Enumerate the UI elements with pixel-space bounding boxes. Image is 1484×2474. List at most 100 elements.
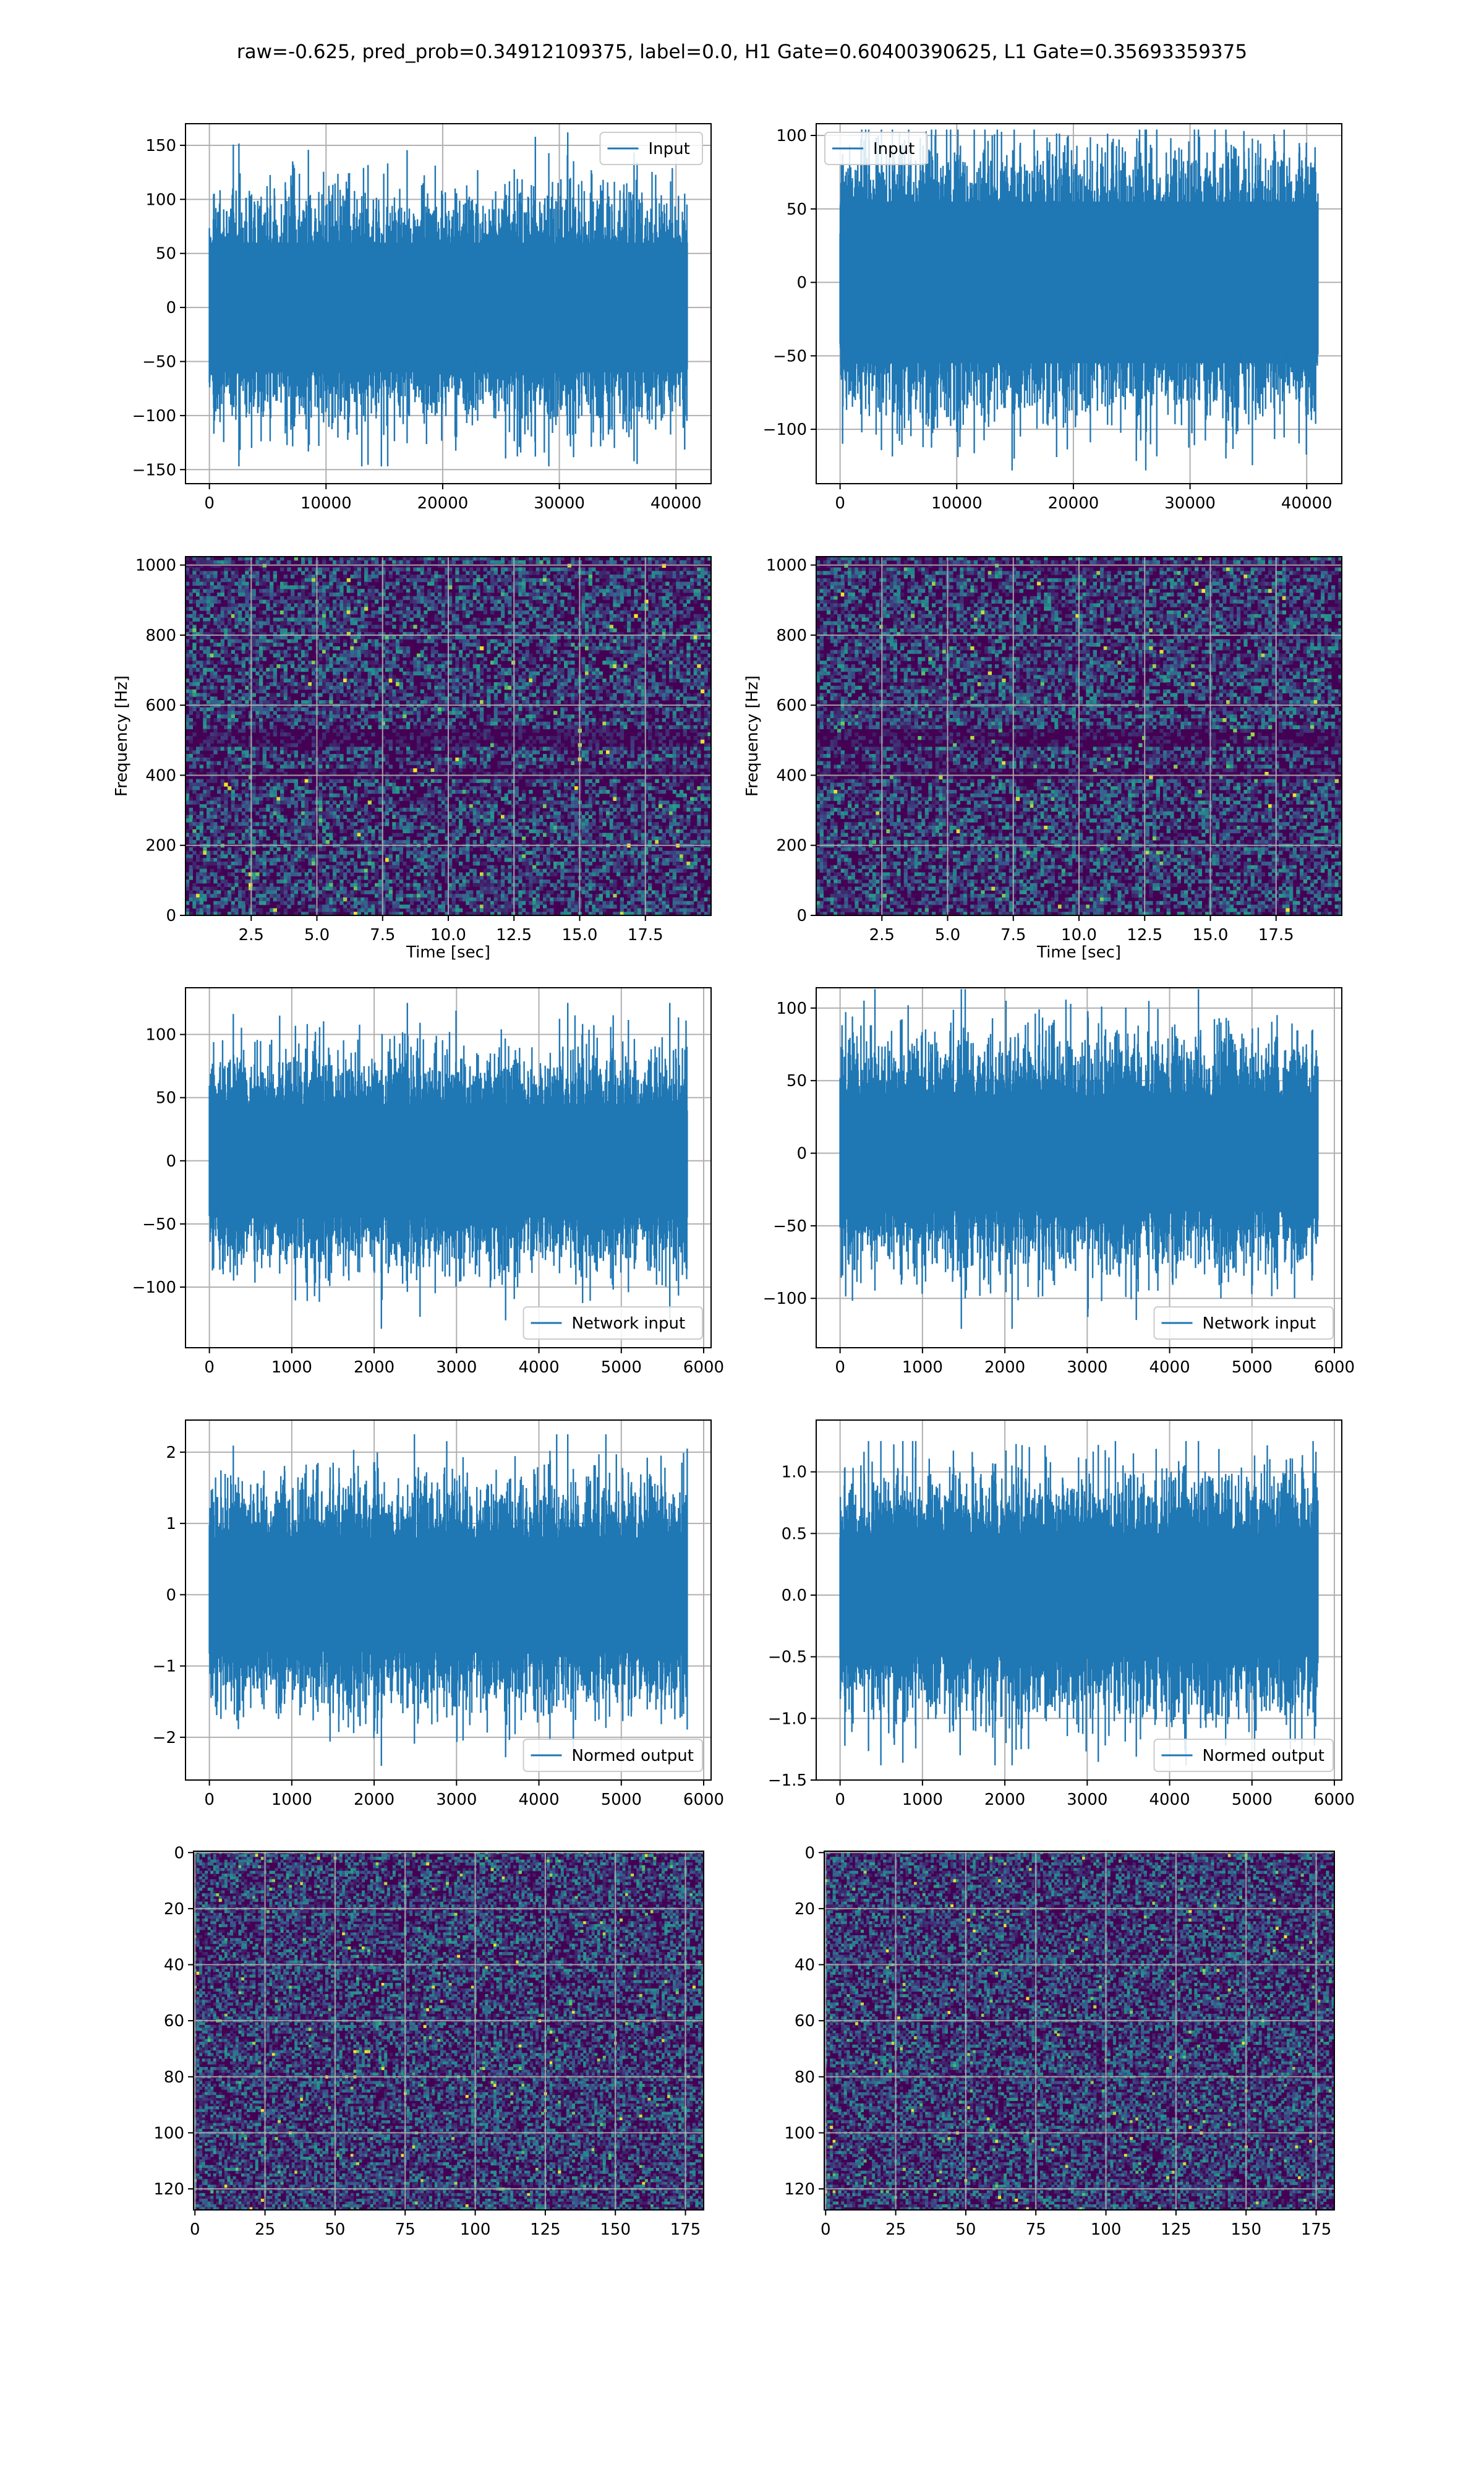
heatmap-cell bbox=[602, 736, 607, 740]
heatmap-cell bbox=[493, 599, 498, 604]
heatmap-cell bbox=[343, 610, 348, 615]
heatmap-cell bbox=[606, 689, 610, 693]
heatmap-cell bbox=[266, 617, 270, 622]
heatmap-cell bbox=[318, 664, 323, 669]
heatmap-cell bbox=[228, 732, 232, 737]
heatmap-cell bbox=[620, 593, 624, 597]
heatmap-cell bbox=[186, 693, 190, 697]
heatmap-cell bbox=[343, 557, 348, 561]
heatmap-cell bbox=[651, 646, 655, 651]
heatmap-cell bbox=[413, 750, 417, 755]
heatmap-cell bbox=[343, 682, 348, 687]
heatmap-cell bbox=[304, 643, 309, 647]
heatmap-cell bbox=[241, 643, 245, 647]
heatmap-cell bbox=[312, 685, 316, 690]
heatmap-cell bbox=[606, 729, 610, 733]
heatmap-cell bbox=[501, 643, 505, 647]
heatmap-cell bbox=[424, 560, 428, 565]
heatmap-cell bbox=[535, 643, 540, 647]
heatmap-cell bbox=[602, 581, 607, 586]
heatmap-cell bbox=[599, 689, 603, 693]
heatmap-cell bbox=[259, 707, 263, 711]
heatmap-cell bbox=[276, 757, 281, 762]
heatmap-cell bbox=[651, 639, 655, 643]
heatmap-cell bbox=[556, 736, 561, 740]
heatmap-cell bbox=[403, 646, 407, 651]
heatmap-cell bbox=[364, 707, 369, 711]
heatmap-cell bbox=[259, 714, 263, 719]
heatmap-cell bbox=[623, 593, 628, 597]
heatmap-cell bbox=[339, 653, 344, 657]
heatmap-cell bbox=[399, 560, 403, 565]
heatmap-cell bbox=[480, 757, 484, 762]
heatmap-cell bbox=[403, 671, 407, 675]
heatmap-cell bbox=[199, 667, 203, 672]
heatmap-cell bbox=[501, 711, 505, 715]
heatmap-cell bbox=[241, 664, 245, 669]
heatmap-cell bbox=[249, 685, 253, 690]
heatmap-cell bbox=[262, 635, 267, 640]
heatmap-cell bbox=[399, 589, 403, 593]
heatmap-cell bbox=[430, 575, 435, 579]
heatmap-cell bbox=[375, 560, 379, 565]
heatmap-cell bbox=[655, 685, 659, 690]
heatmap-cell bbox=[210, 585, 214, 589]
heatmap-cell bbox=[588, 678, 592, 683]
heatmap-cell bbox=[535, 729, 540, 733]
heatmap-cell bbox=[613, 747, 617, 751]
heatmap-cell bbox=[546, 599, 550, 604]
heatmap-cell bbox=[245, 599, 249, 604]
heatmap-cell bbox=[186, 649, 190, 654]
heatmap-cell bbox=[196, 678, 200, 683]
heatmap-cell bbox=[672, 707, 676, 711]
heatmap-cell bbox=[249, 560, 253, 565]
heatmap-cell bbox=[556, 560, 561, 565]
heatmap-cell bbox=[606, 707, 610, 711]
heatmap-cell bbox=[325, 603, 330, 607]
heatmap-cell bbox=[262, 631, 267, 636]
heatmap-cell bbox=[207, 589, 211, 593]
heatmap-cell bbox=[669, 661, 673, 665]
heatmap-cell bbox=[322, 750, 326, 755]
heatmap-cell bbox=[249, 614, 253, 618]
heatmap-cell bbox=[525, 682, 529, 687]
heatmap-cell bbox=[350, 696, 354, 701]
heatmap-cell bbox=[655, 639, 659, 643]
heatmap-cell bbox=[567, 718, 571, 722]
heatmap-cell bbox=[581, 589, 586, 593]
heatmap-cell bbox=[427, 671, 432, 675]
heatmap-cell bbox=[522, 671, 526, 675]
heatmap-cell bbox=[508, 682, 512, 687]
heatmap-cell bbox=[462, 750, 466, 755]
heatmap-cell bbox=[556, 614, 561, 618]
heatmap-cell bbox=[417, 614, 421, 618]
heatmap-cell bbox=[378, 725, 382, 729]
heatmap-cell bbox=[462, 599, 466, 604]
heatmap-cell bbox=[430, 557, 435, 561]
heatmap-cell bbox=[259, 643, 263, 647]
heatmap-cell bbox=[487, 675, 491, 679]
heatmap-cell bbox=[606, 725, 610, 729]
heatmap-cell bbox=[259, 682, 263, 687]
heatmap-cell bbox=[469, 599, 474, 604]
heatmap-cell bbox=[504, 682, 508, 687]
heatmap-cell bbox=[476, 667, 480, 672]
heatmap-cell bbox=[493, 747, 498, 751]
heatmap-cell bbox=[497, 607, 501, 611]
heatmap-cell bbox=[641, 646, 645, 651]
heatmap-cell bbox=[672, 603, 676, 607]
heatmap-cell bbox=[196, 575, 200, 579]
heatmap-cell bbox=[325, 729, 330, 733]
heatmap-cell bbox=[483, 581, 487, 586]
heatmap-cell bbox=[308, 718, 312, 722]
heatmap-cell bbox=[511, 721, 516, 726]
heatmap-cell bbox=[196, 578, 200, 583]
heatmap-cell bbox=[213, 750, 218, 755]
heatmap-cell bbox=[434, 754, 438, 758]
heatmap-cell bbox=[210, 578, 214, 583]
heatmap-cell bbox=[294, 643, 298, 647]
heatmap-cell bbox=[676, 635, 680, 640]
heatmap-cell bbox=[662, 678, 666, 683]
heatmap-cell bbox=[469, 610, 474, 615]
heatmap-cell bbox=[346, 736, 351, 740]
